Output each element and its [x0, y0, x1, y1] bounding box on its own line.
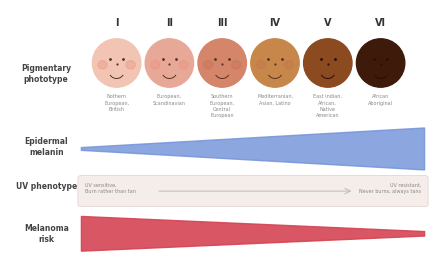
Text: Pigmentary
phototype: Pigmentary phototype [21, 64, 71, 84]
Ellipse shape [251, 39, 299, 87]
Ellipse shape [151, 60, 160, 69]
Text: UV sensitive,
Burn rather than tan: UV sensitive, Burn rather than tan [85, 183, 136, 194]
Text: UV phenotype: UV phenotype [15, 182, 77, 191]
FancyBboxPatch shape [78, 176, 428, 207]
Text: Southern
European,
Central
European: Southern European, Central European [210, 94, 235, 118]
Text: V: V [324, 18, 332, 28]
Text: East Indian,
African,
Native
American: East Indian, African, Native American [313, 94, 342, 118]
Text: African
Aboriginal: African Aboriginal [368, 94, 393, 106]
Ellipse shape [285, 60, 293, 69]
Ellipse shape [92, 39, 141, 87]
Ellipse shape [204, 60, 213, 69]
Ellipse shape [257, 60, 265, 69]
Text: Nothern
European,
British: Nothern European, British [104, 94, 129, 112]
Text: European,
Scandinavian: European, Scandinavian [153, 94, 186, 106]
Text: Melanoma
risk: Melanoma risk [24, 224, 69, 244]
Text: Mediterranian,
Asian, Latino: Mediterranian, Asian, Latino [257, 94, 293, 106]
Text: I: I [115, 18, 118, 28]
Ellipse shape [98, 60, 107, 69]
Ellipse shape [145, 39, 194, 87]
Ellipse shape [126, 60, 135, 69]
Ellipse shape [356, 39, 405, 87]
Text: IV: IV [269, 18, 281, 28]
Polygon shape [81, 216, 425, 251]
Text: III: III [217, 18, 227, 28]
Text: Epidermal
melanin: Epidermal melanin [24, 137, 68, 157]
Ellipse shape [179, 60, 188, 69]
Polygon shape [81, 128, 425, 170]
Text: UV resistant,
Never burns, always tans: UV resistant, Never burns, always tans [359, 183, 421, 194]
Text: II: II [166, 18, 173, 28]
Ellipse shape [232, 60, 241, 69]
Ellipse shape [198, 39, 246, 87]
Ellipse shape [304, 39, 352, 87]
Text: VI: VI [375, 18, 386, 28]
